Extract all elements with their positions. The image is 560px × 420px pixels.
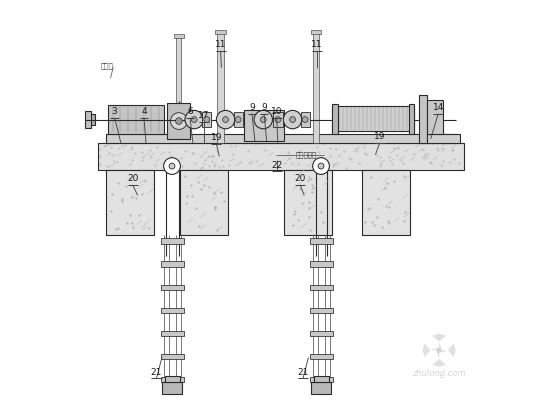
Text: 3: 3: [112, 107, 118, 116]
Bar: [332, 106, 414, 131]
Bar: [167, 103, 190, 139]
Text: 20: 20: [295, 174, 306, 183]
Bar: [165, 376, 180, 383]
Bar: [108, 105, 164, 134]
Bar: [312, 32, 319, 143]
Text: 工作水位程: 工作水位程: [296, 152, 317, 158]
Text: 11: 11: [215, 40, 226, 49]
Bar: [161, 239, 184, 244]
Bar: [234, 112, 242, 127]
Bar: [362, 170, 410, 235]
Circle shape: [318, 163, 324, 169]
Bar: [301, 112, 310, 127]
Bar: [311, 383, 332, 394]
Polygon shape: [432, 333, 446, 350]
Bar: [244, 110, 284, 141]
Bar: [161, 262, 184, 268]
Circle shape: [254, 110, 273, 129]
Text: 11: 11: [311, 40, 323, 49]
Bar: [176, 36, 181, 103]
Circle shape: [169, 163, 175, 169]
Bar: [284, 170, 332, 235]
Text: 6: 6: [187, 107, 193, 116]
Circle shape: [283, 110, 302, 129]
Bar: [310, 307, 333, 313]
Bar: [180, 170, 228, 235]
Text: zhulong.com: zhulong.com: [412, 370, 466, 378]
Text: 14: 14: [432, 103, 444, 112]
Text: 19: 19: [211, 133, 222, 142]
Bar: [98, 143, 464, 170]
Bar: [90, 114, 95, 126]
Bar: [310, 239, 333, 244]
Text: 9: 9: [261, 103, 267, 112]
Bar: [162, 383, 183, 394]
Bar: [427, 134, 460, 143]
Polygon shape: [432, 350, 446, 367]
Bar: [161, 354, 184, 360]
Bar: [314, 376, 329, 383]
Bar: [310, 262, 333, 268]
Circle shape: [302, 117, 308, 123]
Bar: [310, 331, 333, 336]
Bar: [106, 170, 155, 235]
Bar: [202, 112, 211, 127]
Circle shape: [275, 117, 281, 123]
Bar: [273, 112, 282, 127]
Text: 22: 22: [271, 161, 282, 170]
Bar: [310, 284, 333, 290]
Bar: [85, 111, 91, 128]
Circle shape: [260, 117, 266, 123]
Text: 20: 20: [127, 174, 138, 183]
Circle shape: [312, 158, 329, 174]
Text: 17: 17: [198, 111, 209, 121]
Circle shape: [290, 117, 296, 123]
Bar: [161, 307, 184, 313]
Text: 21: 21: [151, 368, 162, 377]
Circle shape: [204, 117, 209, 123]
Text: 19: 19: [374, 132, 385, 142]
Text: 10: 10: [271, 107, 282, 116]
Bar: [310, 377, 333, 383]
Bar: [427, 100, 444, 134]
Bar: [408, 104, 414, 134]
Text: 21: 21: [297, 368, 309, 377]
Bar: [161, 377, 184, 383]
Circle shape: [192, 117, 197, 123]
Bar: [161, 331, 184, 336]
Text: 电动机: 电动机: [101, 62, 114, 69]
Circle shape: [235, 117, 241, 123]
Bar: [215, 30, 226, 34]
Text: 4: 4: [141, 107, 147, 116]
Bar: [332, 104, 338, 134]
Polygon shape: [439, 344, 456, 357]
Circle shape: [171, 113, 187, 129]
Bar: [174, 34, 184, 38]
Bar: [419, 95, 427, 143]
Circle shape: [223, 117, 228, 123]
Bar: [106, 134, 456, 143]
Text: 9: 9: [249, 103, 255, 112]
Circle shape: [175, 118, 182, 124]
Bar: [311, 30, 321, 34]
Circle shape: [164, 158, 180, 174]
Circle shape: [216, 110, 235, 129]
Polygon shape: [422, 344, 439, 357]
Circle shape: [185, 110, 203, 129]
Bar: [310, 354, 333, 360]
Bar: [161, 284, 184, 290]
Bar: [217, 32, 224, 143]
